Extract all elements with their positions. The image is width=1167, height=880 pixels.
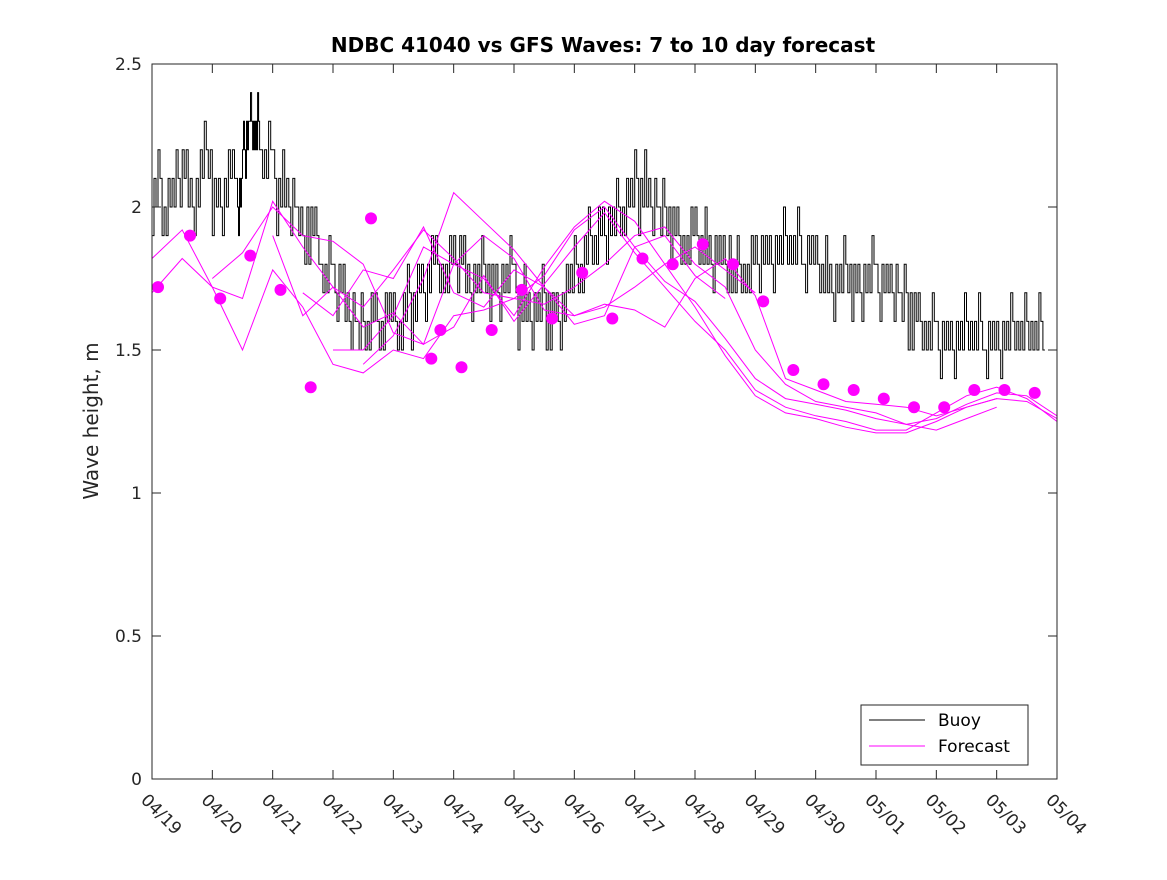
forecast-series-line-6	[362, 191, 756, 365]
forecast-point	[998, 384, 1011, 396]
forecast-point	[817, 378, 830, 391]
forecast-point	[515, 283, 528, 296]
forecast-series-line-7	[302, 225, 726, 325]
legend-forecast-label: Forecast	[938, 737, 1010, 757]
x-tick-label: 04/21	[257, 790, 306, 839]
y-tick-label: 0	[131, 770, 142, 790]
forecast-point	[365, 212, 377, 225]
x-tick-label: 05/01	[860, 790, 909, 839]
x-tick-label: 04/22	[317, 790, 366, 839]
legend-buoy-label: Buoy	[938, 711, 981, 731]
forecast-point	[304, 381, 317, 394]
chart-title: NDBC 41040 vs GFS Waves: 7 to 10 day for…	[331, 33, 876, 57]
forecast-series-line-2	[152, 200, 1057, 431]
x-tick-label: 04/20	[197, 790, 246, 839]
forecast-point	[184, 229, 196, 242]
x-tick-label: 05/04	[1041, 790, 1090, 839]
forecast-point	[606, 312, 619, 325]
forecast-point	[576, 266, 589, 279]
x-tick-label: 05/03	[981, 790, 1030, 839]
forecast-point	[244, 249, 257, 262]
forecast-point	[425, 352, 438, 365]
forecast-point	[485, 324, 498, 336]
forecast-series-line-4	[272, 226, 997, 431]
y-tick-label: 0.5	[115, 627, 142, 647]
x-tick-label: 04/27	[619, 790, 668, 839]
forecast-point	[968, 384, 981, 396]
x-tick-label: 04/29	[740, 790, 789, 839]
legend-box	[860, 704, 1029, 766]
forecast-point	[938, 401, 951, 414]
forecast-series-line-3	[211, 200, 1057, 434]
forecast-series-line-5	[333, 234, 997, 417]
x-tick-label: 04/23	[378, 790, 427, 839]
axes-box	[151, 63, 1058, 780]
forecast-point	[908, 401, 920, 414]
forecast-point	[727, 258, 739, 271]
forecast-point	[274, 283, 287, 296]
forecast-point	[757, 295, 770, 308]
forecast-point	[877, 392, 890, 405]
legend: Buoy Forecast	[860, 704, 1029, 766]
forecast-point	[787, 364, 800, 376]
x-tick-label: 04/26	[559, 790, 608, 839]
y-tick-label: 2	[131, 198, 142, 218]
x-tick-label: 04/25	[498, 790, 547, 839]
forecast-point	[1028, 386, 1041, 399]
forecast-point	[666, 258, 679, 271]
forecast-point	[636, 252, 649, 265]
plot-area	[152, 92, 1057, 434]
forecast-point	[696, 238, 709, 251]
x-tick-label: 04/24	[438, 790, 487, 839]
forecast-point	[152, 281, 164, 294]
y-tick-label: 1.5	[115, 341, 142, 361]
x-tick-label: 04/30	[800, 790, 849, 839]
y-tick-label: 2.5	[115, 55, 142, 75]
forecast-point	[455, 361, 468, 374]
x-tick-label: 04/19	[136, 790, 185, 839]
x-tick-label: 05/02	[921, 790, 970, 839]
y-axis-label: Wave height, m	[79, 342, 103, 499]
forecast-point	[546, 312, 558, 325]
forecast-point	[214, 292, 227, 305]
y-tick-label: 1	[131, 484, 142, 504]
forecast-point	[434, 324, 447, 336]
x-tick-label: 04/28	[679, 790, 728, 839]
buoy-series-line	[152, 92, 1045, 380]
forecast-point	[847, 384, 860, 396]
